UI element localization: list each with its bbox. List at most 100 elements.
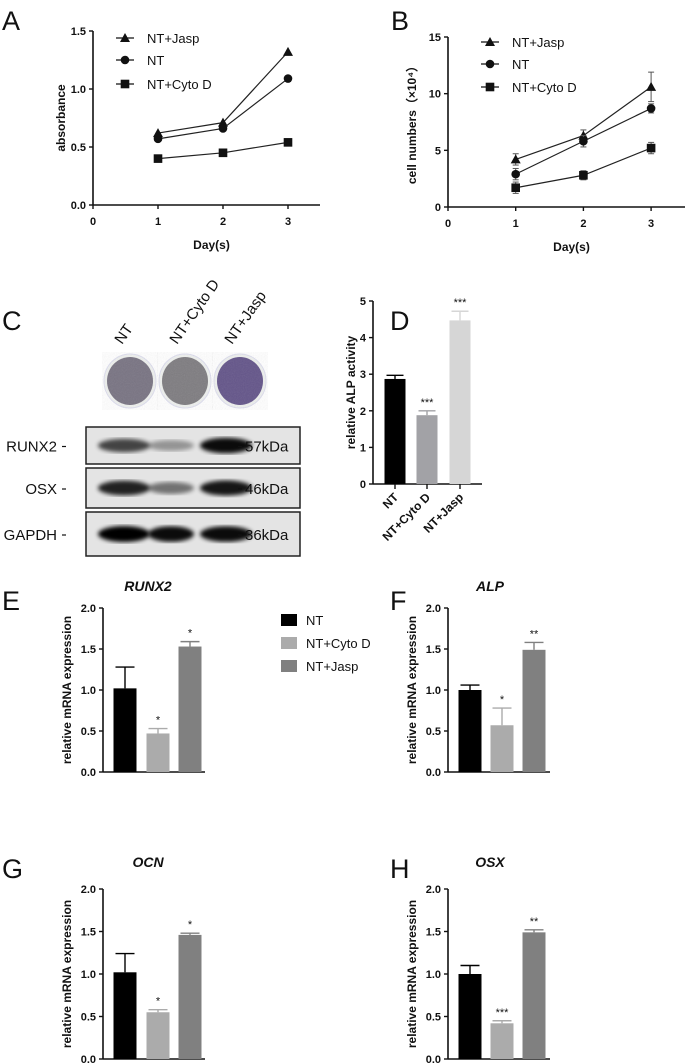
x-tick-label: 1 xyxy=(513,218,519,230)
chart-title: ALP xyxy=(475,578,505,594)
significance-label: *** xyxy=(496,1007,510,1019)
western-blot-runx2 xyxy=(85,426,301,465)
significance-label: * xyxy=(500,694,505,706)
bar xyxy=(458,974,482,1059)
y-tick-label: 0.0 xyxy=(71,200,86,212)
legend-label: NT+Cyto D xyxy=(306,636,371,651)
well-label: NT+Cyto D xyxy=(166,276,223,347)
molecular-weight-label: 46kDa xyxy=(245,481,289,498)
data-point xyxy=(579,170,588,180)
data-point xyxy=(283,138,293,147)
chart-f: 0.0 0.5 1.0 1.5 2.0 relative mRNA expression *… xyxy=(405,578,550,779)
protein-band xyxy=(148,440,194,451)
y-tick-label: 1 xyxy=(360,442,366,454)
y-tick-label: 0.5 xyxy=(426,726,441,738)
protein-band xyxy=(148,526,194,542)
stained-well xyxy=(213,353,267,409)
x-tick-label: 3 xyxy=(648,218,654,230)
y-axis-title: relative ALP activity xyxy=(344,335,358,449)
significance-label: * xyxy=(188,919,193,931)
bar xyxy=(522,649,546,772)
protein-band xyxy=(98,480,150,496)
significance-label: * xyxy=(188,628,193,640)
data-point xyxy=(153,128,163,138)
y-tick-label: 0.5 xyxy=(81,726,96,738)
protein-band xyxy=(200,526,252,542)
y-tick-label: 1.0 xyxy=(81,685,96,697)
x-tick-label: 3 xyxy=(285,216,291,228)
chart-title: OCN xyxy=(132,854,164,870)
bar xyxy=(113,688,137,772)
chart-title: OSX xyxy=(475,854,506,870)
legend-label: NT xyxy=(512,57,529,72)
data-point xyxy=(511,169,520,179)
y-axis-title: relative mRNA expression xyxy=(60,616,74,764)
chart-e: 0.0 0.5 1.0 1.5 2.0 relative mRNA expression *… xyxy=(60,578,205,779)
data-point xyxy=(283,74,293,83)
y-tick-label: 1.5 xyxy=(426,927,441,939)
significance-label: *** xyxy=(421,397,435,409)
y-tick-label: 1.0 xyxy=(426,685,441,697)
data-point xyxy=(579,136,588,146)
western-blot-osx xyxy=(85,467,301,509)
bar xyxy=(113,972,137,1059)
legend-marker xyxy=(485,59,495,69)
legend-swatch xyxy=(281,660,297,672)
y-tick-label: 0 xyxy=(360,479,366,491)
y-tick-label: 1.5 xyxy=(81,644,96,656)
legend-label: NT+Cyto D xyxy=(147,77,212,92)
data-point xyxy=(511,183,520,193)
data-point xyxy=(646,81,657,91)
y-tick-label: 2 xyxy=(360,406,366,418)
protein-label: RUNX2 xyxy=(6,439,57,456)
x-tick-label: 0 xyxy=(90,216,96,228)
protein-band xyxy=(200,437,252,454)
western-blot-gapdh xyxy=(85,511,301,557)
legend-label: NT xyxy=(147,53,164,68)
protein-label: GAPDH xyxy=(4,527,57,544)
y-tick-label: 2.0 xyxy=(426,884,441,896)
y-tick-label: 1.0 xyxy=(426,969,441,981)
bar xyxy=(146,733,170,772)
data-point xyxy=(153,154,163,163)
x-tick-label: 1 xyxy=(155,216,161,228)
y-tick-label: 0.5 xyxy=(71,142,86,154)
y-tick-label: 3 xyxy=(360,369,366,381)
significance-label: * xyxy=(156,996,161,1008)
data-point xyxy=(218,148,228,158)
y-tick-label: 1.0 xyxy=(71,84,86,96)
bar xyxy=(178,934,202,1059)
x-axis-title: Day(s) xyxy=(553,240,590,254)
x-tick-label: NT xyxy=(380,490,402,512)
y-axis-title: relative mRNA expression xyxy=(60,900,74,1048)
y-tick-label: 0.5 xyxy=(426,1012,441,1024)
y-axis-title: absorbance xyxy=(54,84,68,152)
legend-swatch xyxy=(281,614,297,626)
legend-marker xyxy=(120,33,130,42)
panel-label-a: A xyxy=(2,6,20,36)
data-point xyxy=(218,124,228,133)
y-axis-title: cell numbers（×10⁴） xyxy=(404,60,419,184)
chart-a: 0.0 0.5 1.0 1.5 absorbance 0 1 2 3 Day(s) NT+Jasp N… xyxy=(54,26,320,252)
bar xyxy=(416,415,438,484)
data-point xyxy=(646,104,656,113)
significance-label: * xyxy=(156,715,161,727)
panel-label-e: E xyxy=(2,586,20,616)
data-point xyxy=(283,46,293,56)
series-line xyxy=(515,86,652,160)
panel-label-c: C xyxy=(2,306,22,336)
bar xyxy=(490,1023,514,1059)
panel-label-h: H xyxy=(390,854,410,884)
bar xyxy=(458,690,482,772)
y-tick-label: 0 xyxy=(435,202,441,214)
protein-band xyxy=(200,480,252,496)
y-tick-label: 5 xyxy=(360,296,366,308)
legend-label: NT+Cyto D xyxy=(512,80,577,95)
y-tick-label: 1.5 xyxy=(71,26,86,38)
y-axis-title: relative mRNA expression xyxy=(405,900,419,1048)
well-label: NT+Jasp xyxy=(221,288,270,347)
panel-label-g: G xyxy=(2,854,23,884)
significance-label: ** xyxy=(530,916,539,928)
legend-label: NT xyxy=(306,613,323,628)
